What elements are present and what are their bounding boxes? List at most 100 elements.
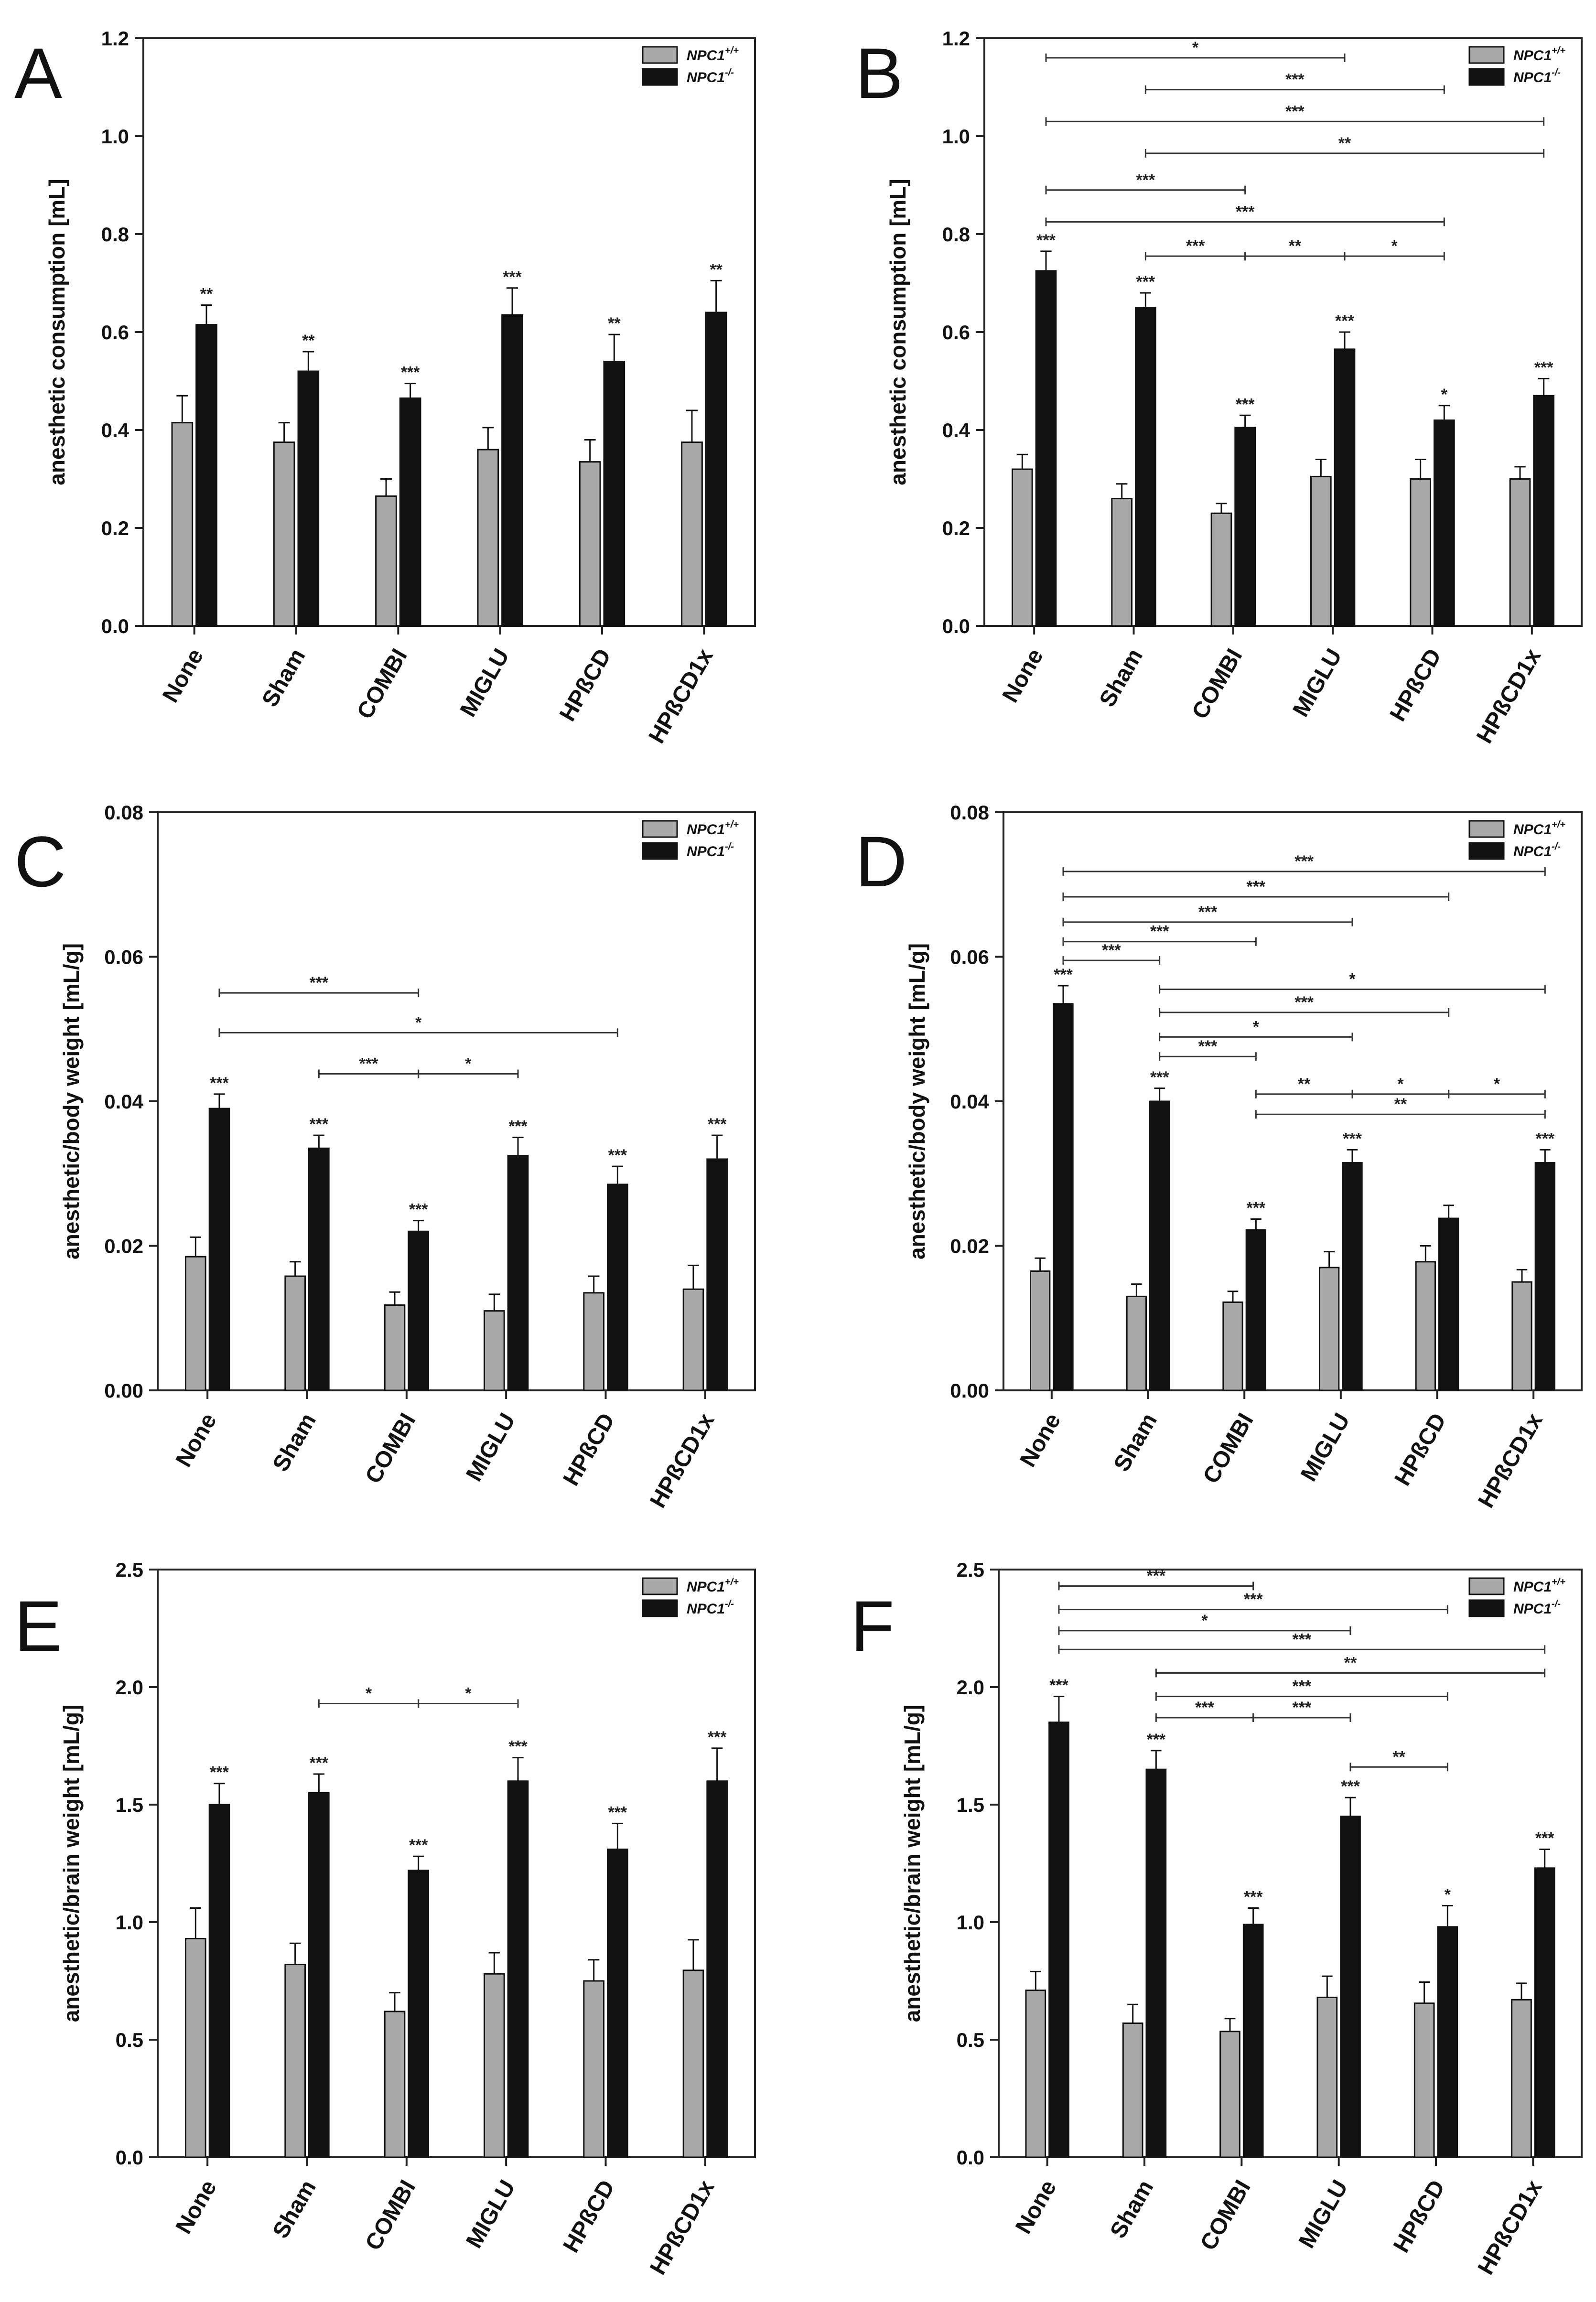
bar-wt: [1320, 1268, 1339, 1390]
significance-label: ***: [708, 1115, 727, 1133]
y-tick-label: 0.00: [950, 1379, 989, 1402]
significance-label: ***: [1236, 395, 1255, 413]
plot-frame: [999, 1570, 1582, 2157]
bar-ko: [608, 1849, 628, 2157]
bracket-label: ***: [1285, 71, 1305, 89]
bracket-label: *: [465, 1684, 472, 1702]
x-tick-label: MIGLU: [1288, 645, 1347, 721]
legend-label-wt: NPC1+/+: [687, 819, 739, 838]
bar-wt: [385, 2012, 405, 2157]
plot-frame: [984, 38, 1582, 626]
legend-label-wt: NPC1+/+: [1513, 819, 1565, 838]
x-tick-label: MIGLU: [1296, 1409, 1355, 1485]
legend-label-wt: NPC1+/+: [1513, 45, 1565, 64]
significance-label: ***: [1335, 312, 1354, 330]
bracket-label: *: [1201, 1612, 1208, 1630]
bar-wt: [1414, 2003, 1434, 2157]
panel-B: B 0.0 0.2 0.4 0.6 0.8 1.0 1.2 anesthetic consump…: [855, 27, 1582, 748]
bar-wt: [1411, 479, 1431, 626]
significance-label: **: [608, 314, 621, 333]
y-tick-label: 0.8: [942, 223, 970, 246]
plot-frame: [143, 38, 755, 626]
x-tick-label: MIGLU: [1294, 2176, 1353, 2252]
significance-label: ***: [309, 1115, 328, 1133]
significance-label: ***: [608, 1146, 627, 1164]
x-tick-label: Sham: [1109, 1409, 1162, 1476]
bar-ko: [298, 371, 319, 626]
panel-D: D 0.00 0.02 0.04 0.06 0.08 anesthetic/body wei…: [855, 801, 1582, 1512]
bracket-label: ***: [1246, 878, 1265, 896]
bar-wt: [285, 1276, 305, 1390]
legend-swatch-ko: [643, 843, 677, 859]
significance-label: ***: [503, 268, 522, 286]
bar-ko: [1235, 428, 1255, 626]
significance-label: ***: [1246, 1199, 1265, 1217]
bar-wt: [683, 1289, 703, 1390]
y-axis-title: anesthetic/body weight [mL/g]: [905, 943, 929, 1259]
x-tick-label: HPßCD: [1390, 1409, 1451, 1490]
x-tick-label: Sham: [268, 1409, 321, 1476]
significance-label: ***: [1534, 358, 1553, 376]
x-tick-label: COMBI: [1187, 645, 1247, 723]
panel-letter-D: D: [855, 821, 907, 902]
bar-ko: [309, 1148, 329, 1390]
significance-label: ***: [1535, 1829, 1554, 1847]
bar-wt: [1311, 476, 1331, 626]
x-tick-label: Sham: [1105, 2176, 1158, 2243]
bracket-label: *: [465, 1055, 472, 1073]
significance-label: ***: [210, 1764, 229, 1782]
x-tick-label: Sham: [268, 2176, 321, 2243]
bar-ko: [508, 1155, 528, 1390]
plot-frame: [1003, 812, 1582, 1390]
bracket-label: ***: [1102, 941, 1121, 959]
bar-ko: [409, 1231, 429, 1390]
bracket-label: *: [1494, 1075, 1500, 1093]
y-tick-label: 0.02: [950, 1235, 989, 1258]
x-tick-label: None: [1015, 1409, 1066, 1471]
bracket-label: *: [1391, 237, 1398, 255]
bracket-label: *: [1397, 1075, 1404, 1093]
bar-ko: [1054, 1004, 1073, 1390]
bracket-label: ***: [1236, 203, 1255, 221]
bar-ko: [209, 1805, 229, 2157]
bar-ko: [706, 312, 726, 626]
x-tick-label: HPßCD1x: [1472, 645, 1546, 748]
bar-wt: [1112, 499, 1132, 626]
x-tick-label: Sham: [1095, 645, 1148, 711]
bar-ko: [1243, 1925, 1263, 2157]
bar-wt: [1127, 1296, 1146, 1390]
y-tick-label: 0.06: [950, 946, 989, 968]
legend-label-ko: NPC1-/-: [1513, 67, 1561, 86]
y-tick-label: 0.04: [104, 1090, 143, 1113]
bar-ko: [1535, 1163, 1554, 1390]
legend-swatch-wt: [643, 47, 677, 63]
panel-letter-A: A: [14, 33, 62, 113]
y-tick-label: 0.6: [942, 321, 970, 344]
y-axis-title: anesthetic/brain weight [mL/g]: [900, 1705, 925, 2022]
bar-wt: [376, 496, 397, 626]
significance-label: **: [302, 332, 315, 350]
bracket-label: ***: [1294, 993, 1314, 1011]
significance-label: ***: [210, 1074, 229, 1092]
significance-label: ***: [409, 1836, 428, 1854]
y-axis-title: anesthetic/brain weight [mL/g]: [59, 1705, 84, 2022]
y-tick-label: 0.5: [957, 2029, 984, 2051]
bracket-label: ***: [1292, 1630, 1311, 1648]
significance-label: ***: [1343, 1129, 1362, 1148]
y-tick-label: 0.4: [101, 419, 129, 441]
y-tick-label: 1.0: [101, 125, 129, 148]
x-tick-label: HPßCD: [558, 1409, 620, 1490]
bar-wt: [584, 1981, 604, 2157]
bar-wt: [1211, 513, 1231, 626]
x-tick-label: HPßCD: [558, 2176, 620, 2257]
bar-wt: [186, 1938, 206, 2157]
bar-wt: [683, 1970, 703, 2157]
y-tick-label: 0.6: [101, 321, 129, 344]
y-tick-label: 1.2: [942, 27, 970, 50]
bracket-label: ***: [1146, 1567, 1165, 1585]
bar-wt: [1510, 479, 1530, 626]
bar-wt: [1317, 1997, 1337, 2157]
x-tick-label: HPßCD: [1389, 2176, 1450, 2257]
y-tick-label: 1.0: [942, 125, 970, 148]
bracket-label: ***: [1294, 852, 1314, 871]
